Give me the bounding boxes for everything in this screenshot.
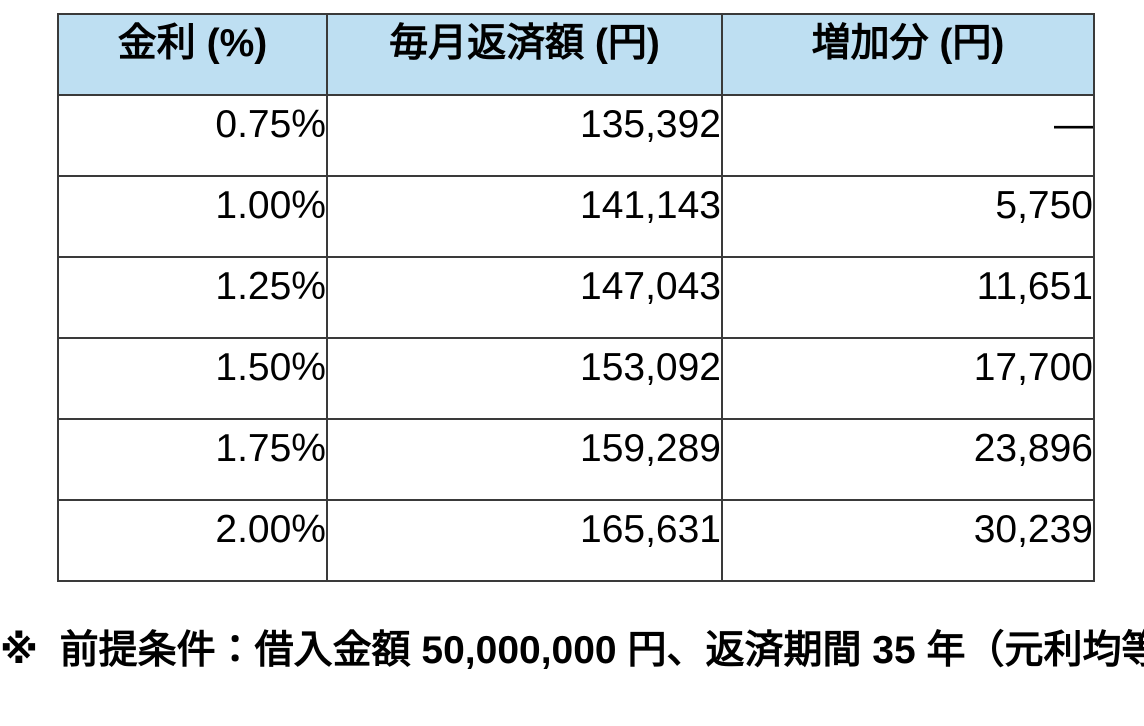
rate-cell: 2.00% [57, 499, 328, 582]
payment-cell: 153,092 [326, 337, 723, 420]
assumptions-footnote: ※ 前提条件：借入金額 50,000,000 円、返済期間 35 年（元利均等返… [0, 629, 1144, 672]
table-row: 1.50% 153,092 17,700 [57, 337, 1095, 420]
header-increase: 増加分 (円) [721, 13, 1095, 96]
payment-cell: 159,289 [326, 418, 723, 501]
rate-cell: 0.75% [57, 94, 328, 177]
payment-cell: 141,143 [326, 175, 723, 258]
header-monthly-payment: 毎月返済額 (円) [326, 13, 723, 96]
payment-cell: 147,043 [326, 256, 723, 339]
increase-cell: 5,750 [721, 175, 1095, 258]
table-header-row: 金利 (%) 毎月返済額 (円) 増加分 (円) [57, 13, 1095, 96]
table-row: 1.25% 147,043 11,651 [57, 256, 1095, 339]
increase-cell: 23,896 [721, 418, 1095, 501]
header-rate: 金利 (%) [57, 13, 328, 96]
rate-cell: 1.75% [57, 418, 328, 501]
rate-cell: 1.25% [57, 256, 328, 339]
increase-cell: 17,700 [721, 337, 1095, 420]
payment-cell: 135,392 [326, 94, 723, 177]
increase-cell: 30,239 [721, 499, 1095, 582]
rate-comparison-table: 金利 (%) 毎月返済額 (円) 増加分 (円) 0.75% 135,392 —… [57, 13, 1095, 582]
rate-cell: 1.00% [57, 175, 328, 258]
table-row: 0.75% 135,392 — [57, 94, 1095, 177]
table-row: 2.00% 165,631 30,239 [57, 499, 1095, 582]
payment-cell: 165,631 [326, 499, 723, 582]
increase-cell: 11,651 [721, 256, 1095, 339]
increase-cell: — [721, 94, 1095, 177]
rate-cell: 1.50% [57, 337, 328, 420]
table-row: 1.00% 141,143 5,750 [57, 175, 1095, 258]
table-row: 1.75% 159,289 23,896 [57, 418, 1095, 501]
